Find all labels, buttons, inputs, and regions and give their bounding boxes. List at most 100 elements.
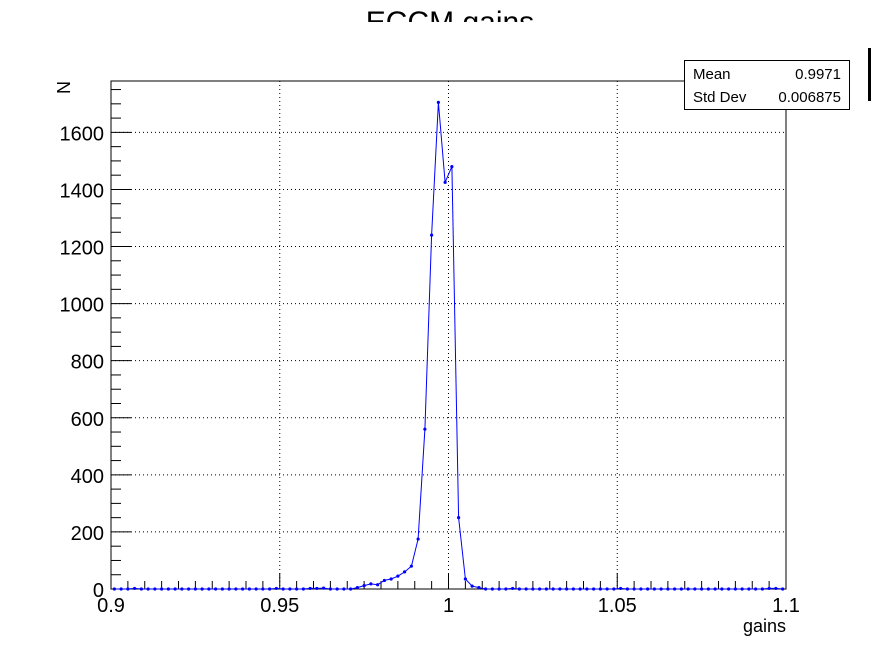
- data-point: [490, 587, 494, 591]
- stats-std-dev-value: 0.006875: [778, 89, 841, 106]
- data-point: [747, 587, 751, 591]
- data-point: [328, 587, 332, 591]
- y-tick-label: 600: [71, 409, 104, 431]
- data-point: [578, 587, 582, 591]
- data-point: [632, 587, 636, 591]
- data-point: [605, 587, 609, 591]
- data-point: [247, 587, 251, 591]
- data-point: [153, 587, 157, 591]
- data-point: [673, 587, 677, 591]
- data-point: [646, 587, 650, 591]
- data-point: [538, 587, 542, 591]
- data-point: [565, 587, 569, 591]
- data-point: [214, 587, 218, 591]
- data-point: [146, 587, 150, 591]
- data-point: [349, 587, 353, 591]
- data-point: [639, 587, 643, 591]
- data-point: [774, 586, 778, 591]
- data-point: [389, 577, 393, 581]
- data-point: [301, 587, 305, 591]
- data-point: [268, 587, 272, 591]
- data-point: [335, 587, 339, 591]
- y-tick-label: 800: [71, 352, 104, 374]
- data-point: [659, 587, 663, 591]
- data-point: [679, 587, 683, 591]
- data-point: [693, 587, 697, 591]
- data-point: [571, 587, 575, 591]
- data-point: [754, 587, 758, 591]
- stats-box: Mean 0.9971 Std Dev 0.006875: [684, 60, 850, 110]
- data-point: [598, 587, 602, 591]
- data-point: [612, 587, 616, 591]
- data-point: [463, 577, 467, 581]
- chart-title-container: ECCM gains: [200, 0, 700, 23]
- x-axis-label: gains: [743, 616, 786, 636]
- data-point: [396, 574, 400, 578]
- data-point: [781, 587, 785, 591]
- data-point: [416, 537, 420, 541]
- data-point: [497, 587, 501, 591]
- x-tick-label: 1.1: [772, 595, 800, 617]
- y-tick-label: 1000: [60, 295, 105, 317]
- data-point: [207, 587, 211, 591]
- data-point: [234, 587, 238, 591]
- y-tick-label: 200: [71, 523, 104, 545]
- data-point: [308, 586, 312, 591]
- data-point: [700, 587, 704, 591]
- data-point: [504, 587, 508, 591]
- data-point: [484, 587, 488, 591]
- data-point: [450, 165, 454, 169]
- data-point: [382, 578, 386, 583]
- data-point: [740, 587, 744, 591]
- data-point: [227, 587, 231, 591]
- data-point: [625, 587, 629, 591]
- y-tick-label: 0: [93, 580, 104, 602]
- data-point: [619, 586, 623, 591]
- data-point: [322, 586, 326, 590]
- data-point: [180, 587, 184, 591]
- data-point: [376, 583, 380, 587]
- data-point: [362, 583, 366, 588]
- data-point: [443, 180, 447, 184]
- data-point: [585, 587, 589, 591]
- data-point: [274, 586, 278, 591]
- data-point: [200, 587, 204, 591]
- data-point: [592, 587, 596, 591]
- data-point: [160, 587, 164, 591]
- data-point: [470, 584, 474, 588]
- data-point: [477, 585, 481, 590]
- stats-row-std-dev: Std Dev 0.006875: [693, 87, 841, 109]
- data-point: [288, 587, 292, 591]
- data-point: [409, 564, 413, 568]
- data-point: [403, 570, 407, 574]
- data-point: [720, 587, 724, 591]
- data-point: [193, 587, 197, 591]
- stats-box-shadow: [868, 48, 871, 101]
- series-line: [114, 102, 783, 590]
- y-axis-label: N: [54, 81, 74, 94]
- data-point: [531, 587, 535, 591]
- stats-mean-label: Mean: [693, 66, 731, 83]
- data-point: [713, 587, 717, 591]
- data-point: [295, 587, 299, 591]
- data-point: [139, 587, 143, 591]
- x-tick-label: 0.9: [97, 595, 125, 617]
- data-point: [126, 587, 130, 591]
- data-point: [355, 585, 359, 590]
- data-point: [241, 587, 245, 591]
- data-point: [436, 100, 440, 105]
- data-point: [733, 587, 737, 591]
- data-point: [220, 587, 224, 591]
- data-point: [315, 586, 319, 591]
- data-point: [511, 586, 515, 591]
- data-point: [767, 586, 771, 591]
- data-point: [133, 586, 137, 591]
- stats-std-dev-label: Std Dev: [693, 89, 747, 106]
- data-point: [173, 587, 177, 591]
- data-point: [187, 587, 191, 591]
- y-tick-label: 400: [71, 466, 104, 488]
- x-tick-label: 0.95: [260, 595, 299, 617]
- data-point: [112, 587, 116, 591]
- y-tick-label: 1200: [60, 238, 105, 260]
